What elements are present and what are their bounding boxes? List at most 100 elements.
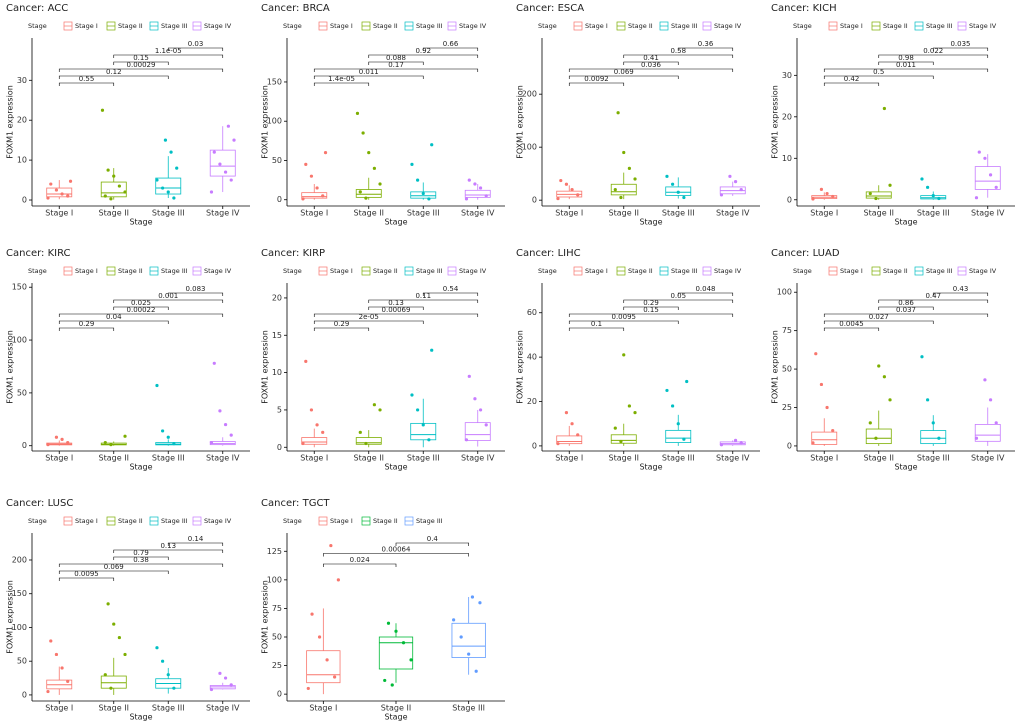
p-value: 0.025	[131, 299, 151, 307]
x-tick-label: Stage IV	[971, 209, 1005, 218]
p-value: 0.12	[106, 68, 122, 76]
y-tick-label: 0	[22, 690, 27, 699]
data-point	[123, 190, 127, 194]
legend-label: Stage III	[161, 267, 188, 275]
box	[306, 650, 341, 684]
legend-label: Stage I	[75, 517, 98, 525]
y-tick-label: 150	[12, 589, 27, 598]
comparison-bracket	[368, 61, 424, 65]
legend-label: Stage II	[118, 517, 143, 525]
data-point	[819, 187, 824, 192]
p-value: 0.15	[133, 54, 149, 62]
data-point	[46, 196, 50, 200]
data-point	[888, 398, 892, 402]
panel-title: Cancer: BRCA	[261, 3, 330, 14]
p-value: 0.14	[188, 535, 204, 543]
legend-label: Stage II	[883, 267, 908, 275]
data-point	[155, 178, 159, 182]
y-tick-label: 100	[267, 575, 282, 584]
data-point	[811, 197, 815, 201]
p-value: 0.66	[443, 40, 459, 48]
legend-label: Stage III	[671, 267, 698, 275]
box	[301, 437, 328, 445]
data-point	[106, 602, 110, 606]
data-point	[209, 687, 214, 692]
data-point	[229, 433, 233, 437]
data-point	[627, 404, 631, 408]
comparison-bracket	[568, 327, 625, 331]
data-point	[825, 191, 829, 196]
y-axis-label: FOXM1 expression	[6, 85, 15, 159]
p-value: 0.00069	[382, 306, 411, 314]
y-tick-label: 0	[787, 441, 792, 450]
x-tick-label: Stage IV	[206, 454, 240, 463]
panel: Cancer: ACC Stage Stage I Stage II Stage III…	[6, 3, 250, 227]
data-point	[321, 430, 325, 434]
data-point	[309, 408, 314, 412]
comparison-bracket	[568, 75, 679, 79]
data-point	[409, 658, 413, 662]
data-point	[556, 442, 560, 446]
comparison-bracket	[823, 82, 880, 86]
panel: Cancer: TGCT Stage Stage I Stage II Stage II…	[261, 498, 505, 722]
p-value: 0.00029	[127, 61, 156, 69]
box	[355, 189, 382, 198]
data-point	[169, 150, 173, 154]
p-value: 0.13	[160, 542, 176, 550]
x-tick-label: Stage II	[864, 209, 894, 218]
data-point	[877, 364, 881, 368]
x-tick-label: Stage I	[555, 209, 583, 218]
data-point	[682, 437, 686, 441]
data-point	[416, 178, 420, 182]
data-point	[54, 435, 59, 439]
data-point	[994, 185, 998, 189]
x-axis-label: Stage	[384, 218, 407, 227]
data-point	[622, 150, 626, 155]
legend-label: Stage IV	[459, 22, 487, 30]
box	[610, 434, 637, 444]
data-point	[452, 618, 456, 622]
data-point	[123, 434, 127, 438]
data-point	[372, 403, 376, 407]
x-axis-label: Stage	[129, 218, 152, 227]
data-point	[161, 429, 165, 433]
legend-label: Stage II	[118, 267, 143, 275]
data-point	[46, 689, 50, 694]
panel: Cancer: BRCA Stage Stage I Stage II Stage II…	[261, 3, 505, 227]
data-point	[931, 194, 935, 198]
data-point	[232, 138, 236, 142]
p-value: 0.29	[79, 320, 95, 328]
data-point	[613, 187, 617, 192]
data-point	[100, 108, 105, 112]
data-point	[974, 436, 979, 440]
data-point	[336, 578, 340, 582]
data-point	[321, 194, 325, 198]
p-value: 0.069	[104, 563, 124, 571]
data-point	[464, 438, 469, 442]
data-point	[416, 408, 420, 412]
box	[974, 166, 1001, 190]
comparison-bracket	[58, 82, 115, 86]
y-axis-label: FOXM1 expression	[771, 330, 780, 404]
data-point	[682, 195, 686, 200]
legend-label: Stage I	[840, 267, 863, 275]
x-tick-label: Stage I	[300, 209, 328, 218]
comparison-bracket	[568, 320, 679, 324]
box	[301, 192, 328, 199]
legend-label: Stage III	[416, 22, 443, 30]
p-value: 0.035	[950, 40, 970, 48]
data-point	[882, 106, 886, 111]
data-point	[430, 348, 434, 352]
data-point	[117, 635, 121, 640]
data-point	[117, 184, 121, 188]
x-tick-label: Stage II	[381, 704, 411, 713]
data-point	[733, 180, 738, 184]
data-point	[315, 186, 319, 190]
legend-label: Stage I	[330, 517, 353, 525]
data-point	[329, 543, 333, 548]
legend-label: Stage II	[373, 517, 398, 525]
data-point	[937, 196, 941, 201]
data-point	[983, 378, 987, 382]
y-tick-label: 0	[787, 195, 792, 204]
box	[378, 636, 414, 670]
